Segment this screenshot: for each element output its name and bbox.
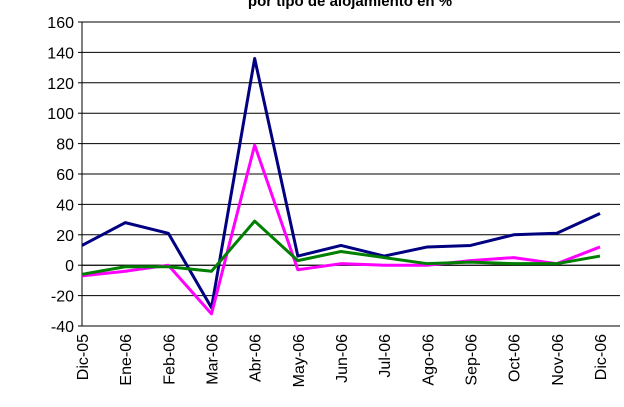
y-tick-label: 20 (56, 228, 74, 245)
y-tick-label: -20 (51, 289, 74, 306)
x-tick-label: Abr-06 (248, 334, 265, 382)
x-tick-label: May-06 (291, 334, 308, 387)
y-tick-label: 80 (56, 137, 74, 154)
x-tick-label: Oct-06 (507, 334, 524, 382)
x-tick-label: Ene-06 (118, 334, 135, 386)
x-tick-label: Jul-06 (377, 334, 394, 378)
y-tick-label: 120 (47, 76, 74, 93)
y-tick-label: 40 (56, 197, 74, 214)
x-tick-label: Dic-06 (593, 334, 610, 380)
y-tick-label: -40 (51, 319, 74, 336)
series-line (81, 143, 601, 316)
series-line (81, 219, 601, 276)
x-tick-label: Nov-06 (550, 334, 567, 386)
y-tick-label: 160 (47, 15, 74, 32)
y-tick-label: 60 (56, 167, 74, 184)
x-tick-label: Feb-06 (161, 334, 178, 385)
x-tick-label: Mar-06 (205, 334, 222, 385)
series-line (81, 56, 601, 310)
x-tick-label: Ago-06 (420, 334, 437, 386)
x-tick-label: Sep-06 (464, 334, 481, 386)
y-tick-label: 140 (47, 45, 74, 62)
y-tick-label: 100 (47, 106, 74, 123)
x-tick-label: Dic-05 (75, 334, 92, 380)
x-tick-label: Jun-06 (334, 334, 351, 383)
chart-title: por tipo de alojamiento en % (248, 0, 452, 10)
y-tick-label: 0 (65, 258, 74, 275)
